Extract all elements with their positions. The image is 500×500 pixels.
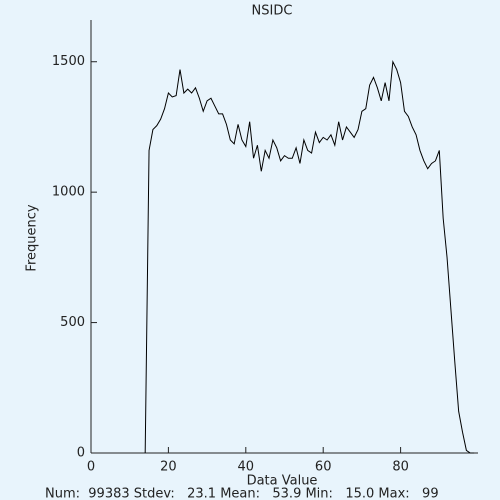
- x-tick-label: 20: [160, 460, 177, 475]
- x-tick-label: 60: [315, 460, 332, 475]
- y-tick-label: 1000: [52, 185, 85, 200]
- histogram-line: [144, 59, 475, 454]
- chart-title: NSIDC: [252, 4, 293, 19]
- x-tick-label: 40: [238, 460, 255, 475]
- x-tick-label: 0: [87, 460, 95, 475]
- x-tick-label: 80: [392, 460, 409, 475]
- y-tick-label: 0: [77, 446, 85, 461]
- stats-footer: Num: 99383 Stdev: 23.1 Mean: 53.9 Min: 1…: [45, 487, 439, 500]
- y-tick-label: 500: [60, 315, 85, 330]
- x-axis-label: Data Value: [247, 474, 318, 489]
- y-tick-label: 1500: [52, 54, 85, 69]
- y-axis-label: Frequency: [25, 204, 40, 271]
